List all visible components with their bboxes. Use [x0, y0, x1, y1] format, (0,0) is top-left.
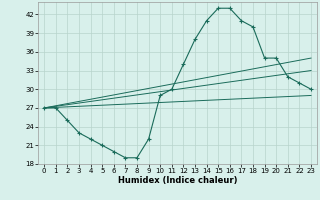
X-axis label: Humidex (Indice chaleur): Humidex (Indice chaleur) [118, 176, 237, 185]
